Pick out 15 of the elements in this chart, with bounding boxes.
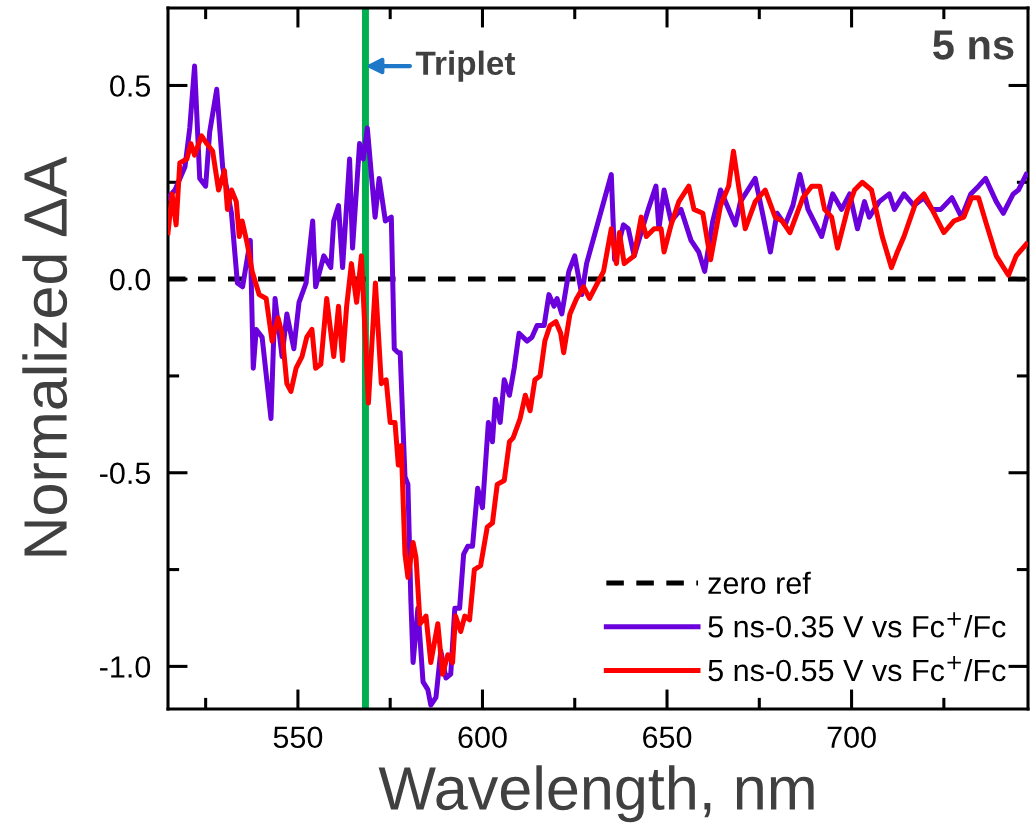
legend-label: 5 ns-0.35 V vs Fc$^{+}$/Fc: [708, 612, 1006, 638]
x-tick-label: 650: [643, 726, 692, 749]
y-tick-label: 0.0: [110, 268, 151, 291]
x-axis-title: Wavelength, nm: [378, 765, 814, 823]
x-tick-label: 550: [273, 726, 323, 749]
y-axis-title: Normalized ΔA: [22, 156, 68, 556]
y-tick-label: -0.5: [100, 462, 151, 485]
legend-label: 5 ns-0.55 V vs Fc$^{+}$/Fc: [708, 655, 1006, 682]
x-tick-label: 700: [827, 726, 876, 749]
annotation: Triplet: [415, 50, 516, 82]
annotation: 5 ns: [933, 30, 1014, 60]
legend-label: zero ref: [708, 571, 811, 595]
x-tick-label: 600: [458, 726, 507, 749]
y-tick-label: -1.0: [100, 656, 151, 678]
y-tick-label: 0.5: [110, 75, 151, 97]
